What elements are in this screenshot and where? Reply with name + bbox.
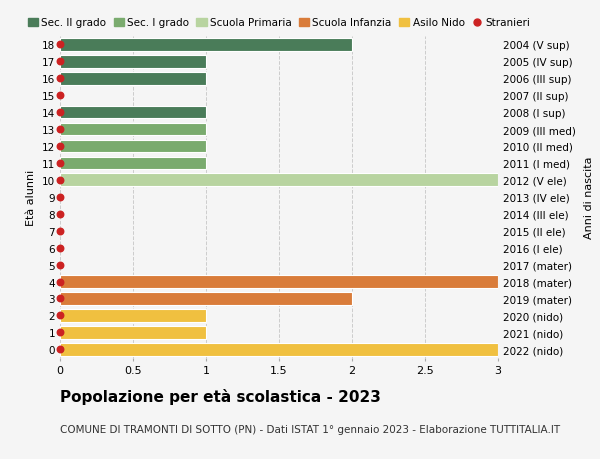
Y-axis label: Anni di nascita: Anni di nascita bbox=[584, 156, 594, 239]
Point bbox=[55, 126, 65, 134]
Point bbox=[55, 92, 65, 100]
Bar bbox=[60, 123, 206, 136]
Y-axis label: Età alunni: Età alunni bbox=[26, 169, 37, 225]
Bar bbox=[60, 140, 206, 153]
Bar bbox=[60, 292, 352, 305]
Bar bbox=[60, 157, 206, 170]
Point bbox=[55, 177, 65, 184]
Bar bbox=[60, 326, 206, 339]
Point bbox=[55, 143, 65, 150]
Legend: Sec. II grado, Sec. I grado, Scuola Primaria, Scuola Infanzia, Asilo Nido, Stran: Sec. II grado, Sec. I grado, Scuola Prim… bbox=[28, 18, 530, 28]
Point bbox=[55, 41, 65, 49]
Point bbox=[55, 245, 65, 252]
Point bbox=[55, 160, 65, 167]
Point bbox=[55, 58, 65, 66]
Bar bbox=[60, 73, 206, 85]
Bar bbox=[60, 56, 206, 68]
Point bbox=[55, 329, 65, 336]
Bar bbox=[60, 106, 206, 119]
Point bbox=[55, 261, 65, 269]
Bar bbox=[60, 275, 498, 288]
Point bbox=[55, 278, 65, 285]
Bar bbox=[60, 39, 352, 51]
Text: COMUNE DI TRAMONTI DI SOTTO (PN) - Dati ISTAT 1° gennaio 2023 - Elaborazione TUT: COMUNE DI TRAMONTI DI SOTTO (PN) - Dati … bbox=[60, 425, 560, 435]
Point bbox=[55, 346, 65, 353]
Point bbox=[55, 211, 65, 218]
Bar bbox=[60, 174, 498, 187]
Text: Popolazione per età scolastica - 2023: Popolazione per età scolastica - 2023 bbox=[60, 388, 381, 404]
Point bbox=[55, 109, 65, 117]
Point bbox=[55, 194, 65, 201]
Point bbox=[55, 228, 65, 235]
Point bbox=[55, 312, 65, 319]
Point bbox=[55, 295, 65, 302]
Bar bbox=[60, 343, 498, 356]
Bar bbox=[60, 309, 206, 322]
Point bbox=[55, 75, 65, 83]
